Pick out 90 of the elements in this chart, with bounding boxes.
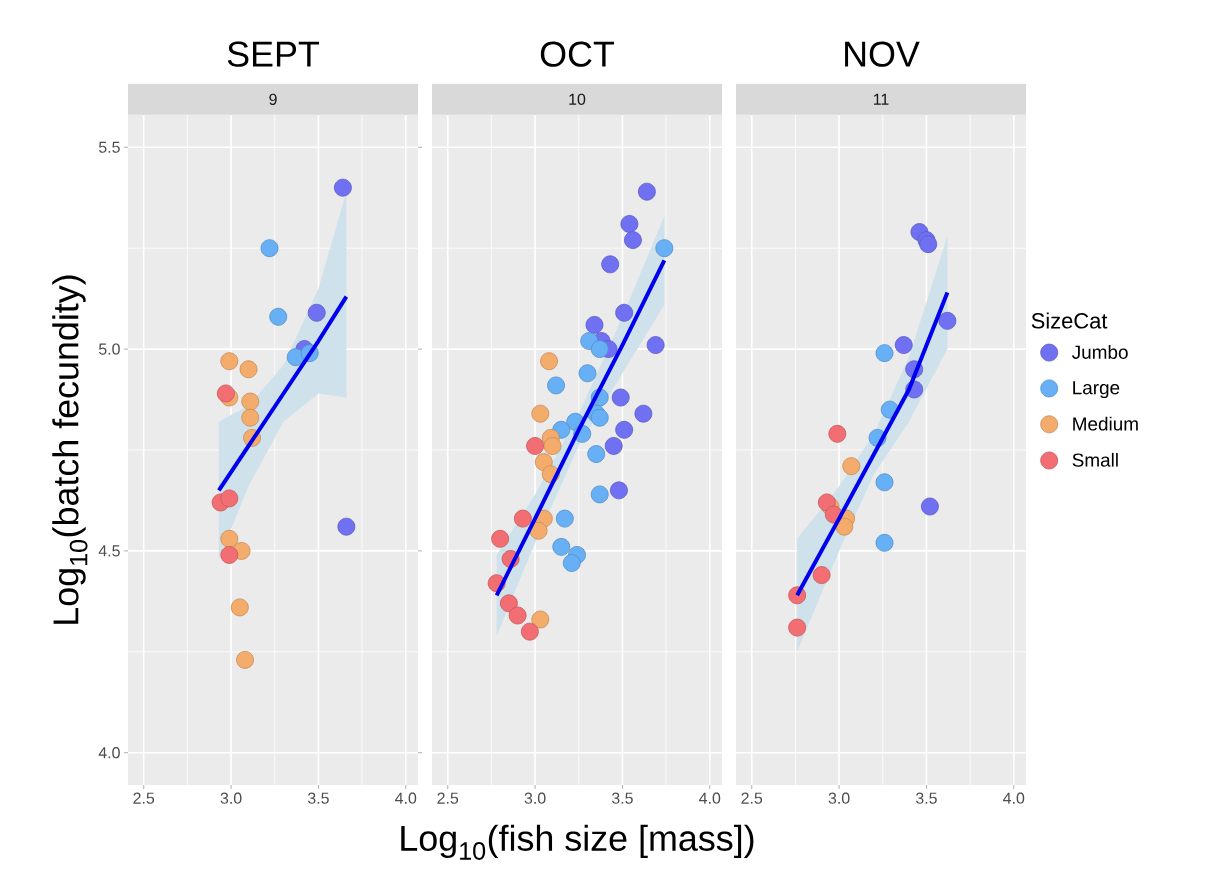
point — [590, 340, 609, 358]
point — [610, 481, 628, 500]
y-tick-label: 5.5 — [98, 141, 120, 153]
point — [241, 408, 260, 427]
chart-title: SEPT — [227, 41, 320, 67]
point — [531, 610, 550, 629]
point — [562, 554, 581, 572]
point — [620, 215, 639, 233]
point — [513, 509, 532, 528]
point — [269, 307, 288, 326]
point — [894, 336, 913, 354]
point — [585, 315, 604, 334]
point — [307, 303, 326, 322]
point — [526, 437, 544, 455]
chart-title: OCT — [540, 41, 615, 67]
point — [601, 255, 620, 274]
x-tick-label: 2.5 — [437, 792, 459, 804]
point — [337, 517, 356, 536]
x-tick-label: 3.0 — [524, 792, 546, 804]
point — [216, 384, 235, 403]
point — [239, 360, 258, 379]
point — [260, 239, 279, 258]
point — [529, 521, 548, 540]
point — [835, 517, 854, 536]
point — [220, 529, 239, 548]
point — [547, 376, 565, 395]
x-tick-label: 2.5 — [741, 792, 763, 804]
point — [637, 182, 656, 201]
legend-label: Large — [1073, 381, 1120, 399]
point — [220, 546, 239, 564]
x-tick-label: 3.5 — [307, 792, 329, 804]
chart-subtitle: 9 — [269, 93, 277, 105]
point — [812, 566, 831, 585]
point — [230, 598, 249, 617]
point — [875, 473, 894, 492]
y-tick-label: 4.5 — [98, 545, 120, 557]
point — [590, 408, 609, 427]
point — [938, 311, 957, 330]
point — [220, 489, 239, 508]
point — [552, 537, 571, 556]
point — [634, 404, 653, 423]
point — [491, 529, 510, 548]
point — [842, 457, 861, 476]
point — [333, 178, 352, 197]
point — [655, 239, 674, 258]
point — [499, 594, 518, 613]
x-tick-label: 4.0 — [395, 792, 417, 804]
point — [875, 344, 894, 363]
point — [236, 650, 254, 669]
chart-subtitle: 10 — [569, 93, 586, 105]
y-tick-label: 5.0 — [98, 343, 120, 355]
chart-subtitle: 11 — [873, 93, 889, 105]
legend-label: Medium — [1073, 416, 1138, 431]
x-tick-label: 3.0 — [828, 792, 850, 804]
point — [624, 231, 642, 250]
point — [875, 533, 894, 552]
legend-label: Small — [1072, 452, 1118, 467]
x-tick-label: 4.0 — [699, 792, 721, 804]
x-tick-label: 4.0 — [1003, 792, 1025, 804]
x-tick-label: 3.5 — [915, 792, 937, 804]
point — [615, 303, 634, 322]
legend-title: SizeCat — [1031, 312, 1108, 329]
point — [919, 235, 938, 254]
point — [604, 437, 623, 455]
point — [611, 388, 630, 407]
y-axis-title: Log$_{10}$(batch fecundity) — [52, 275, 88, 624]
point — [788, 618, 807, 637]
point — [241, 392, 260, 411]
point — [615, 420, 634, 439]
point — [828, 424, 847, 443]
point — [555, 509, 574, 528]
y-tick-label: 4.0 — [98, 747, 120, 759]
point — [531, 404, 550, 423]
x-tick-label: 2.5 — [133, 792, 155, 804]
x-axis-title: Log$_{10}$(fish size [mass]) — [401, 824, 754, 860]
point — [921, 497, 939, 516]
point — [543, 437, 562, 455]
point — [646, 336, 665, 354]
x-tick-label: 3.5 — [611, 792, 633, 804]
point — [220, 352, 239, 371]
point — [286, 348, 305, 367]
point — [540, 352, 558, 371]
point — [508, 606, 527, 625]
chart-title: NOV — [845, 41, 920, 67]
x-tick-label: 3.0 — [220, 792, 242, 804]
legend-label: Jumbo — [1072, 344, 1128, 359]
point — [590, 485, 609, 504]
point — [578, 364, 597, 383]
point — [520, 622, 539, 641]
point — [587, 445, 606, 463]
